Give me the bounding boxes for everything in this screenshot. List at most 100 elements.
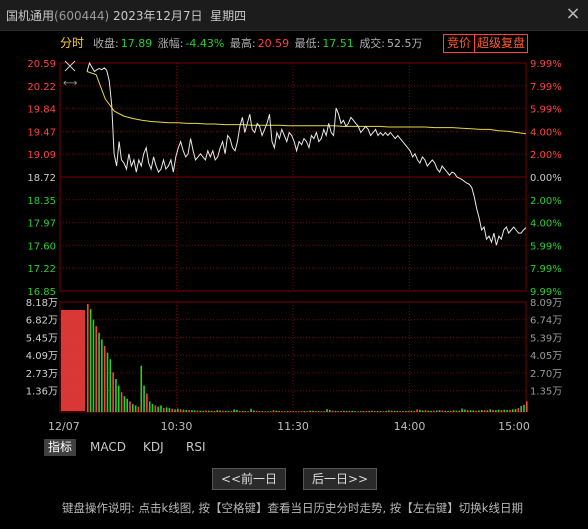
volume-bar	[343, 410, 345, 412]
volume-bar	[478, 410, 480, 412]
volume-tick-label: 4.05万	[530, 351, 562, 362]
volume-bar	[123, 396, 126, 412]
info-bar: 分时 收盘: 17.89 涨幅: -4.43% 最高: 20.59 最低: 17.51 …	[60, 34, 425, 54]
volume-bar	[371, 410, 373, 412]
time-tick-label: 10:30	[161, 420, 193, 433]
volume-bar	[354, 411, 356, 412]
percent-tick-label: 7.99%	[530, 82, 562, 93]
volume-bar	[137, 406, 140, 412]
volume-bar	[348, 410, 351, 412]
high-value: 20.59	[257, 37, 290, 50]
volume-bar	[151, 404, 154, 412]
mode-label: 分时	[60, 36, 85, 50]
tab-rsi[interactable]: RSI	[186, 440, 206, 454]
keyboard-help: 键盘操作说明: 点击k线图, 按【空格键】查看当日历史分时走势, 按【左右键】切…	[62, 501, 523, 515]
time-tick-label: 12/07	[48, 420, 80, 433]
volume-bar	[427, 410, 430, 412]
volume-bar	[236, 410, 238, 412]
volume-tick-label: 1.35万	[530, 387, 562, 398]
volume-bar	[500, 410, 503, 412]
volume-bar	[177, 408, 179, 412]
volume-bar	[289, 410, 292, 412]
volume-bar	[455, 410, 458, 412]
volume-bar	[112, 372, 114, 412]
volume-bar	[495, 410, 497, 412]
volume-bar	[475, 410, 477, 412]
volume-bar	[171, 408, 174, 412]
time-tick-label: 14:00	[394, 420, 426, 433]
percent-tick-label: 4.00%	[530, 219, 562, 230]
volume-bar	[480, 410, 483, 412]
close-label: 收盘:	[93, 37, 119, 50]
window-title: 国机通用(600444) 2023年12月7日 星期四	[6, 7, 246, 24]
price-tick-label: 17.60	[27, 241, 56, 252]
tab-macd[interactable]: MACD	[90, 440, 126, 454]
volume-bar	[264, 411, 266, 413]
volume-bar	[323, 411, 325, 412]
volume-tick-label: 6.82万	[26, 316, 58, 327]
super-replay-button[interactable]: 超级复盘	[474, 34, 528, 53]
price-tick-label: 20.59	[27, 59, 56, 70]
volume-bar	[382, 411, 385, 413]
intraday-chart[interactable]: 20.59 20.22 19.84 19.47 19.09 18.72 18.35 17.97…	[0, 55, 588, 435]
volume-bar	[329, 410, 331, 412]
volume-bar	[441, 410, 444, 412]
price-tick-label: 19.84	[27, 105, 56, 116]
volume-bar	[396, 410, 399, 412]
price-tick-label: 19.09	[27, 150, 56, 161]
auction-button[interactable]: 竞价	[443, 34, 475, 53]
close-value: 17.89	[120, 37, 153, 50]
close-icon[interactable]: ×	[565, 3, 581, 24]
price-tick-label: 20.22	[27, 82, 56, 93]
volume-bar	[390, 410, 393, 412]
percent-tick-label: 5.99%	[530, 241, 562, 252]
volume-tick-label: 2.73万	[26, 369, 58, 380]
volume-bar	[258, 411, 261, 412]
volume-bar	[174, 409, 176, 412]
next-day-button[interactable]: 后一日>>	[303, 468, 377, 490]
volume-bar	[140, 365, 143, 412]
volume-bar	[517, 408, 520, 412]
volume-bar	[374, 410, 376, 412]
volume-bar	[435, 410, 438, 412]
volume-bar	[438, 410, 441, 412]
time-tick-label: 11:30	[277, 420, 309, 433]
volume-bar	[202, 410, 204, 412]
volume-bar	[199, 410, 202, 412]
volume-bar	[385, 410, 387, 412]
volume-bar	[362, 410, 365, 412]
volume-bar	[244, 411, 247, 412]
tab-indicator[interactable]: 指标	[44, 439, 77, 456]
tab-kdj[interactable]: KDJ	[143, 440, 164, 454]
right-percent-axis: 9.99% 7.99% 5.99% 4.00% 2.00% 0.00% 2.00% 4.00%…	[530, 59, 562, 298]
volume-bar	[511, 409, 514, 412]
volume-bar	[503, 409, 506, 412]
right-volume-axis: 8.09万 6.74万 5.39万 4.05万 2.70万 1.35万	[530, 298, 562, 398]
volume-bar	[154, 405, 157, 412]
stock-code: (600444)	[54, 9, 110, 23]
volume-bar	[416, 409, 418, 412]
crosshair-icon: ⟷	[63, 60, 77, 89]
volume-bar	[452, 410, 455, 412]
volume-bar	[407, 410, 410, 412]
volume-bar	[523, 404, 525, 412]
volume-bar	[146, 393, 148, 412]
volume-bar	[185, 410, 188, 412]
volume-bar	[300, 411, 303, 413]
volume-bar	[466, 410, 469, 412]
left-volume-axis: 8.18万 6.82万 5.45万 4.09万 2.73万 1.36万	[26, 298, 58, 398]
volume-bar	[101, 339, 103, 412]
volume-bar	[283, 411, 286, 413]
volume-bar	[492, 409, 494, 412]
volume-bar	[224, 410, 227, 412]
volume-bar	[520, 406, 522, 412]
volume-bar	[303, 411, 306, 412]
volume-tick-label: 8.18万	[26, 298, 58, 309]
volume-bar	[87, 304, 89, 412]
price-tick-label: 18.35	[27, 196, 56, 207]
price-tick-label: 16.85	[27, 287, 56, 298]
volume-bar	[233, 409, 235, 412]
change-label: 涨幅:	[157, 37, 184, 50]
high-label: 最高:	[229, 37, 256, 50]
previous-day-button[interactable]: <<前一日	[212, 468, 286, 490]
